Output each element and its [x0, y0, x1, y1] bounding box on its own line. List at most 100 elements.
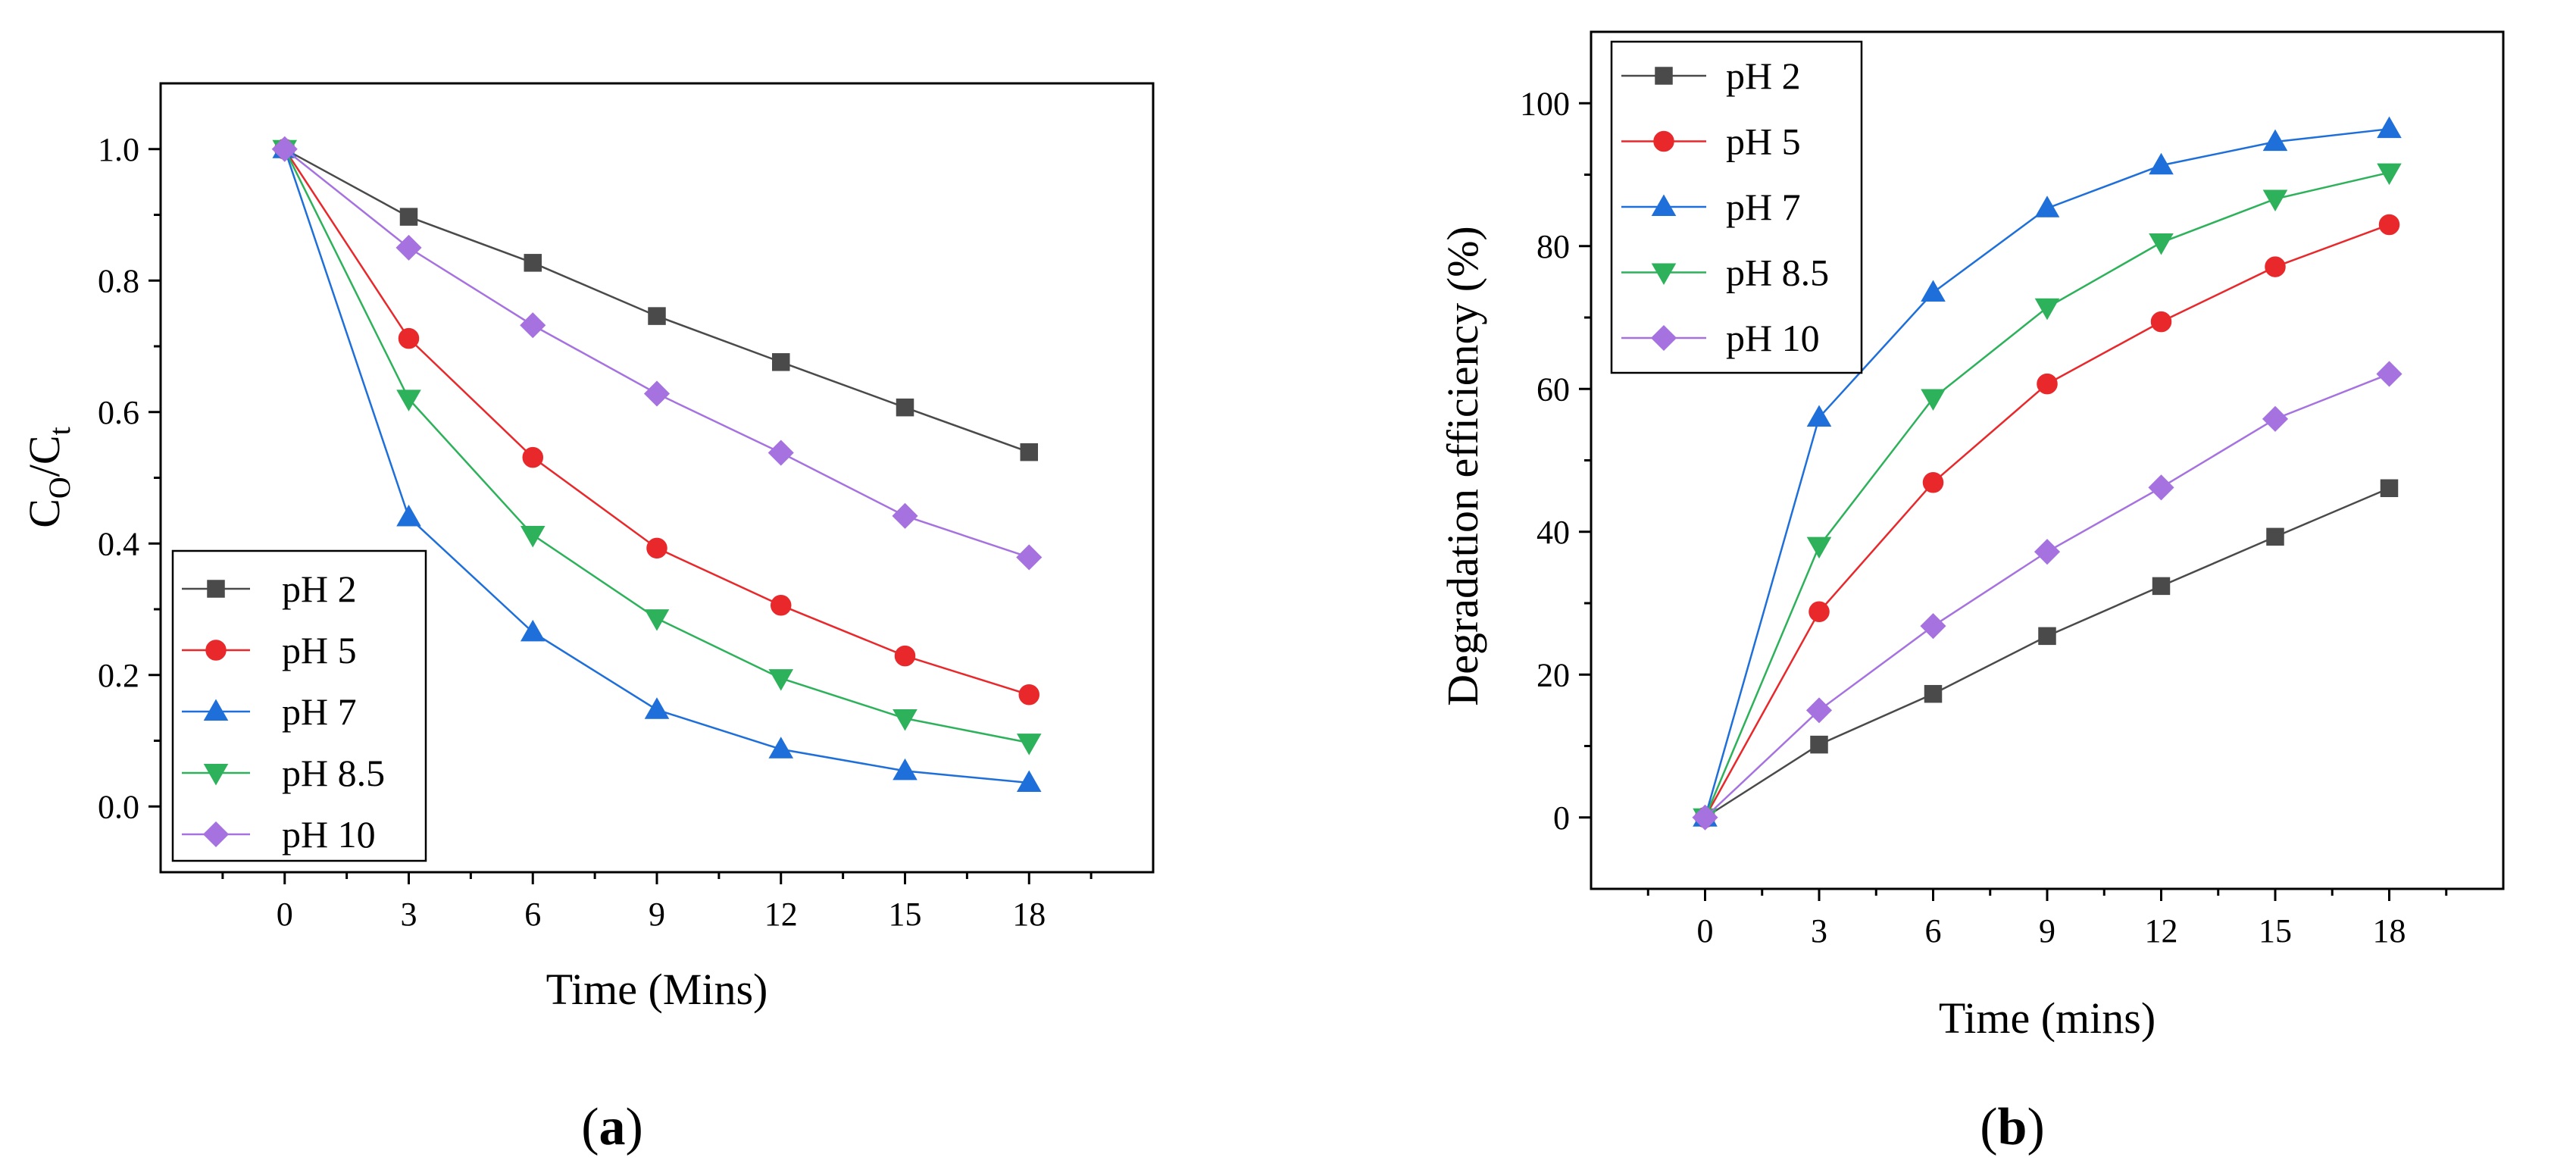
chart-b-y-tick-label: 40 [1537, 514, 1570, 551]
chart-b-point-ph-7 [1806, 405, 1832, 427]
chart-a-y-tick-label: 0.8 [98, 262, 139, 299]
chart-b-legend-item-ph-8_5: pH 8.5 [1621, 252, 1829, 294]
chart-b-x-tick-label: 3 [1811, 912, 1827, 949]
chart-b-legend-item-ph-5: pH 5 [1621, 120, 1801, 163]
chart-b-legend-label: pH 5 [1726, 120, 1801, 163]
chart-b-y-tick-label: 80 [1537, 228, 1570, 265]
chart-b-point-ph-7 [2149, 152, 2174, 175]
chart-a-series-ph-8_5 [272, 139, 1042, 755]
chart-a-x-axis-title: Time (Mins) [546, 965, 768, 1014]
chart-b-x-tick-label: 12 [2145, 912, 2178, 949]
chart-b-point-ph-2 [1924, 684, 1943, 703]
chart-b-point-ph-2 [2380, 479, 2399, 498]
chart-a-series [271, 136, 1043, 793]
chart-b-point-ph-8_5 [2149, 233, 2174, 255]
chart-a-point-ph-10 [271, 136, 298, 162]
chart-b-point-ph-10 [1692, 804, 1718, 831]
chart-b-point-ph-5 [2378, 214, 2400, 236]
chart-a-legend-items: pH 2 pH 5 pH 7 pH 8.5 pH 10 [182, 568, 385, 856]
chart-a-x-tick-label: 0 [277, 896, 293, 933]
chart-a-point-ph-2 [1020, 443, 1038, 461]
chart-a-point-ph-2 [896, 398, 914, 417]
chart-a-y-axis-title-sep: /C [20, 435, 69, 477]
chart-b-legend-items: pH 2 pH 5 pH 7 pH 8.5 pH 10 [1621, 55, 1829, 359]
chart-a-point-ph-5 [771, 595, 792, 616]
chart-b-x-tick-label: 6 [1925, 912, 1942, 949]
chart-b-x-tick-label: 15 [2259, 912, 2292, 949]
chart-b-point-ph-7 [2377, 116, 2402, 139]
chart-a-legend-marker [205, 640, 227, 661]
chart-a-legend-label: pH 7 [282, 690, 357, 733]
chart-a-point-ph-10 [1016, 544, 1043, 571]
chart-b-point-ph-5 [1809, 601, 1830, 623]
chart-a-point-ph-7 [768, 737, 794, 759]
chart-a-legend-marker [207, 580, 225, 598]
chart-a-series-ph-10 [271, 136, 1043, 571]
chart-b-panel-label-close: ) [2027, 1098, 2044, 1156]
chart-a-y-tick-label: 0.6 [98, 394, 139, 431]
chart-b-legend-item-ph-10: pH 10 [1621, 317, 1820, 359]
chart-b-point-ph-8_5 [1806, 537, 1832, 559]
chart-a-point-ph-8_5 [396, 389, 421, 411]
chart-b-series [1692, 116, 2402, 831]
chart-b-point-ph-10 [1805, 697, 1833, 724]
chart-b-legend-marker [1655, 67, 1673, 85]
chart-b-legend: pH 2 pH 5 pH 7 pH 8.5 pH 10 [1610, 40, 1863, 374]
chart-a-point-ph-10 [892, 502, 918, 529]
chart-b-panel-label-letter: b [1998, 1098, 2027, 1156]
chart-a-point-ph-5 [398, 327, 420, 349]
chart-a-panel-label: (a) [581, 1098, 643, 1156]
chart-a-y-tick-label: 0.2 [98, 657, 139, 694]
chart-a-point-ph-2 [399, 208, 418, 226]
chart-b-y-tick-label: 0 [1553, 799, 1570, 837]
chart-a-panel-label-close: ) [626, 1098, 643, 1156]
chart-a-point-ph-7 [396, 505, 421, 527]
chart-a-legend-marker [202, 821, 230, 848]
chart-a-panel-label-open: ( [581, 1098, 599, 1156]
chart-b-x-tick-label: 9 [2039, 912, 2055, 949]
chart-b-legend-marker [1653, 130, 1674, 152]
chart-a-point-ph-10 [395, 234, 422, 261]
chart-a-x-tick-label: 18 [1012, 896, 1046, 933]
chart-b-series-ph-2 [1696, 479, 2399, 827]
chart-b-y-axis-title: Degradation efficiency (%) [1438, 226, 1487, 705]
chart-b-point-ph-8_5 [1921, 389, 1946, 411]
chart-a-point-ph-7 [520, 619, 546, 642]
chart-a-x-tick-label: 12 [764, 896, 798, 933]
chart-a-legend-item-ph-5: pH 5 [182, 629, 357, 671]
chart-a-y-axis-title-c: C [20, 499, 69, 528]
chart-b-point-ph-2 [2266, 527, 2284, 546]
chart-a-point-ph-5 [646, 537, 667, 559]
chart-a-point-ph-2 [772, 353, 790, 371]
chart-b-legend-label: pH 2 [1726, 55, 1801, 97]
chart-a-point-ph-8_5 [768, 669, 794, 691]
chart-a-legend-item-ph-10: pH 10 [182, 813, 376, 856]
chart-a-legend-marker [203, 764, 229, 786]
chart-b-point-ph-10 [1920, 613, 1946, 640]
chart-a-point-ph-7 [1016, 770, 1042, 793]
chart-a-point-ph-10 [767, 440, 794, 466]
chart-a-x-tick-label: 3 [401, 896, 417, 933]
chart-a-y-axis-title: CO/Ct [20, 427, 77, 528]
chart-a-series-ph-7 [272, 136, 1042, 793]
chart-a-legend-label: pH 5 [282, 629, 357, 671]
chart-b-x-tick-label: 0 [1697, 912, 1714, 949]
chart-a-point-ph-8_5 [520, 525, 546, 548]
chart-a-y-tick-label: 0.4 [98, 525, 139, 562]
chart-a-y-tick-label: 1.0 [98, 131, 139, 168]
chart-a-legend-label: pH 2 [282, 568, 357, 610]
chart-a-legend-label: pH 10 [282, 813, 376, 856]
chart-a-point-ph-2 [648, 307, 666, 325]
chart-a-y-axis-title-sub-t: t [42, 427, 77, 435]
chart-b-legend-label: pH 8.5 [1726, 252, 1829, 294]
chart-b-point-ph-7 [2034, 196, 2060, 217]
chart-b-series-ph-5 [1694, 214, 2400, 828]
chart-b-point-ph-7 [2262, 129, 2288, 152]
chart-a-point-ph-7 [893, 758, 918, 781]
chart-b-legend-marker [1651, 263, 1677, 286]
chart-a-legend: pH 2 pH 5 pH 7 pH 8.5 pH 10 [171, 549, 427, 862]
chart-b-point-ph-5 [2265, 256, 2286, 277]
chart-b-panel-label: (b) [1980, 1098, 2045, 1156]
chart-a-legend-label: pH 8.5 [282, 752, 385, 794]
chart-b-y-tick-label: 20 [1537, 656, 1570, 693]
